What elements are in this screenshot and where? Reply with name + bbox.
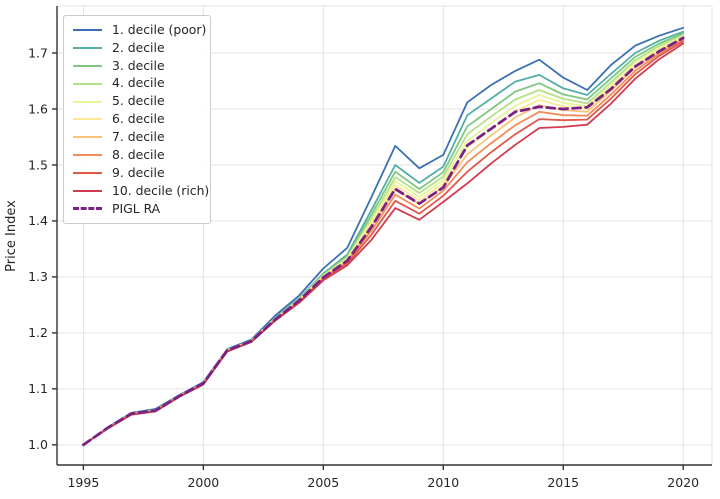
legend-line-swatch [73,64,102,67]
y-tick-label: 1.2 [28,325,48,340]
series-line-10-decile-rich- [82,42,685,446]
legend-item: 4. decile [73,75,210,93]
legend-label: 1. decile (poor) [112,21,207,37]
legend-item: 6. decile [73,110,210,128]
legend-label: 2. decile [112,39,165,55]
series-layer [82,26,685,447]
legend-item: 5. decile [73,93,210,111]
series-line-pigl-ra [82,36,685,447]
x-tick-label: 2000 [187,475,219,490]
legend-line-swatch [73,189,102,192]
legend-label: 5. decile [112,93,165,109]
legend-item: 2. decile [73,39,210,57]
legend-label: 6. decile [112,111,165,127]
legend-item: 8. decile [73,146,210,164]
y-tick-label: 1.4 [28,213,48,228]
y-tick-label: 1.6 [28,101,48,116]
x-tick-label: 1995 [67,475,99,490]
legend-item: PIGL RA [73,200,210,218]
legend: 1. decile (poor) 2. decile 3. decile 4. dec… [63,15,211,224]
legend-label: 8. decile [112,146,165,162]
legend-item: 10. decile (rich) [73,182,210,200]
legend-line-swatch [73,28,102,31]
y-tick-label: 1.7 [28,45,48,60]
y-tick-label: 1.3 [28,269,48,284]
legend-label: 3. decile [112,57,165,73]
y-tick-label: 1.1 [28,381,48,396]
legend-line-swatch [73,172,102,175]
legend-item: 3. decile [73,57,210,75]
legend-label: 10. decile (rich) [112,182,210,198]
legend-line-swatch [73,136,102,139]
legend-label: PIGL RA [112,200,161,216]
legend-label: 7. decile [112,129,165,145]
x-tick-label: 2005 [307,475,339,490]
x-tick-label: 2015 [547,475,579,490]
y-axis-label: Price Index [4,200,19,272]
legend-line-swatch [73,100,102,103]
legend-line-swatch [73,154,102,157]
legend-label: 9. decile [112,164,165,180]
x-tick-label: 2020 [667,475,699,490]
y-tick-label: 1.5 [28,157,48,172]
legend-line-swatch [73,118,102,121]
legend-item: 9. decile [73,164,210,182]
legend-label: 4. decile [112,75,165,91]
legend-item: 1. decile (poor) [73,21,210,39]
x-tick-label: 2010 [427,475,459,490]
legend-line-swatch [73,207,102,211]
axis-layer: 1995 2000 2005 2010 2015 2020 1.0 1.1 1.2 1.3 1.4 1… [28,5,713,490]
legend-line-swatch [73,46,102,49]
legend-line-swatch [73,82,102,85]
legend-item: 7. decile [73,128,210,146]
y-tick-label: 1.0 [28,437,48,452]
